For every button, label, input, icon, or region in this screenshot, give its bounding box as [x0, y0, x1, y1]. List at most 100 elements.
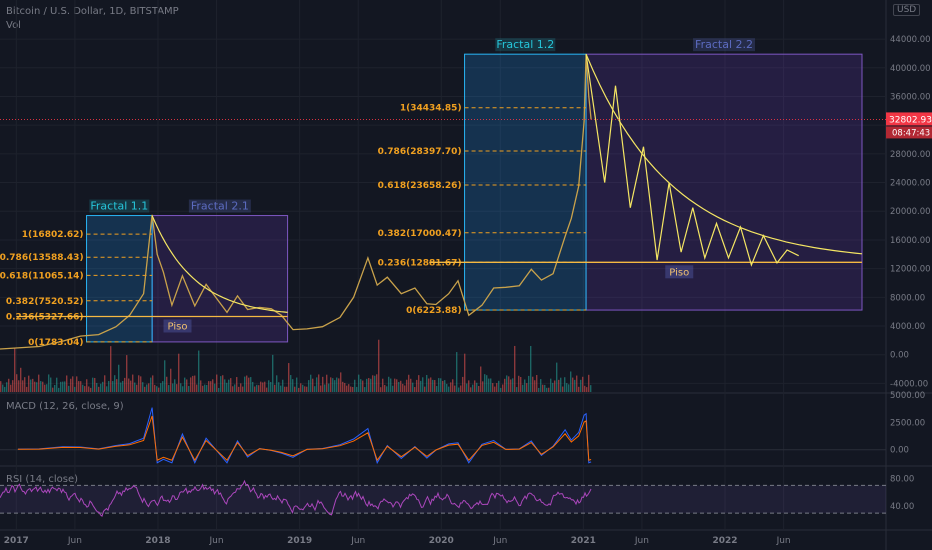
projection-label-bg [693, 38, 756, 52]
fib-level-label: 0(6223.88) [406, 306, 461, 316]
volume-bar [80, 381, 82, 392]
price-tick-label: 36000.00 [890, 92, 931, 102]
volume-bar [60, 381, 62, 392]
volume-bar [180, 383, 182, 392]
volume-bar [488, 378, 490, 392]
volume-bar [162, 381, 164, 392]
fractal-label-bg [89, 199, 150, 213]
volume-bar [542, 384, 544, 392]
volume-bar [302, 384, 304, 392]
volume-bar [40, 381, 42, 392]
volume-bar [46, 384, 48, 392]
volume-bar [242, 386, 244, 392]
volume-bar [408, 374, 410, 392]
volume-bar [552, 382, 554, 392]
price-tick-label: 8000.00 [890, 293, 925, 303]
volume-bar [156, 386, 158, 392]
volume-bar [32, 378, 34, 392]
volume-bar [176, 384, 178, 392]
volume-bar [316, 377, 318, 392]
countdown-label: 08:47:43 [892, 128, 930, 138]
x-tick-label: 2020 [429, 536, 454, 546]
volume-bar [358, 374, 360, 392]
fib-level-label: 1(34434.85) [400, 104, 462, 114]
volume-bar [496, 383, 498, 392]
volume-bar [102, 381, 104, 392]
volume-bar [566, 383, 568, 392]
volume-bar [400, 380, 402, 392]
volume-bar [166, 376, 168, 392]
volume-bar [482, 381, 484, 392]
fib-level-label: 0(1783.04) [28, 338, 83, 348]
volume-bar [228, 379, 230, 392]
volume-bar [292, 379, 294, 392]
volume-bar [4, 386, 6, 392]
volume-bar [282, 379, 284, 392]
volume-bar [82, 384, 84, 392]
volume-bar [456, 352, 458, 392]
volume-bar [370, 378, 372, 392]
volume-bar [458, 387, 460, 392]
floor-label-bg [163, 319, 192, 333]
volume-bar [94, 377, 96, 392]
volume-bar [584, 385, 586, 392]
volume-bar [380, 387, 382, 392]
volume-bar [334, 380, 336, 392]
volume-bar [344, 382, 346, 392]
volume-bar [360, 379, 362, 392]
rsi-line [0, 479, 592, 517]
volume-bar [234, 384, 236, 392]
volume-bar [378, 339, 380, 392]
volume-bar [328, 383, 330, 392]
fib-level-label: 0.618(11065.14) [0, 271, 84, 281]
volume-bar [396, 379, 398, 392]
volume-bar [90, 387, 92, 392]
volume-bar [402, 383, 404, 392]
rsi-label: RSI (14, close) [6, 474, 78, 485]
volume-bar [210, 381, 212, 392]
volume-bar [444, 380, 446, 392]
volume-bar [120, 382, 122, 392]
volume-bar [350, 386, 352, 392]
volume-bar [454, 385, 456, 392]
volume-bar [304, 386, 306, 392]
volume-bar [308, 380, 310, 392]
volume-bar [160, 383, 162, 392]
volume-bar [250, 377, 252, 392]
x-tick-label: Jun [350, 536, 365, 546]
macd-tick-label: 0.00 [890, 446, 909, 456]
volume-bar [42, 381, 44, 392]
decay-curve [585, 53, 863, 255]
volume-bar [150, 377, 152, 392]
volume-bar [468, 380, 470, 392]
volume-bar [324, 384, 326, 392]
volume-bar [252, 381, 254, 392]
volume-bar [128, 378, 130, 392]
volume-bar [198, 350, 200, 392]
volume-bar [86, 379, 88, 392]
fib-level-label: 0.786(28397.70) [378, 147, 462, 157]
volume-bar [204, 384, 206, 392]
volume-bar [244, 376, 246, 392]
volume-bar [52, 387, 54, 392]
volume-bar [54, 384, 56, 392]
volume-bar [146, 384, 148, 392]
volume-bar [428, 378, 430, 392]
macd-label: MACD (12, 26, close, 9) [6, 401, 124, 412]
volume-bar [494, 386, 496, 392]
volume-bar [74, 386, 76, 392]
rsi-tick-label: 80.00 [890, 474, 914, 484]
volume-bar [14, 348, 16, 392]
volume-bar [126, 355, 128, 392]
volume-bar [288, 363, 290, 392]
currency-badge[interactable]: USD [893, 4, 921, 16]
volume-bar [520, 376, 522, 392]
volume-bar [368, 378, 370, 392]
volume-bar [432, 379, 434, 392]
volume-bar [486, 375, 488, 392]
volume-bar [12, 380, 14, 392]
volume-bar [222, 375, 224, 392]
x-tick-label: Jun [209, 536, 224, 546]
